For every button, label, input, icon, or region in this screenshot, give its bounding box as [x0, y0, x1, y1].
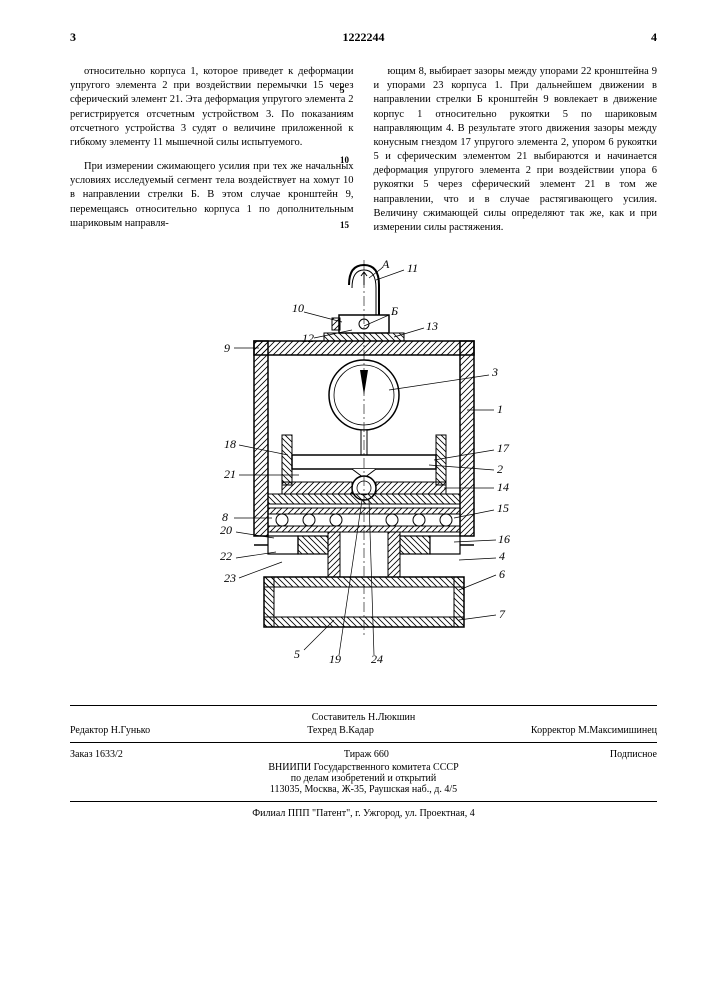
- techred-label: Техред: [307, 725, 336, 736]
- callout-23: 23: [224, 571, 236, 585]
- branch-text: Филиал ППП "Патент", г. Ужгород, ул. Про…: [252, 808, 474, 819]
- marker-10: 10: [340, 155, 349, 165]
- page-num-left: 3: [70, 30, 76, 45]
- techred-name: В.Кадар: [339, 725, 374, 736]
- callout-19: 19: [329, 652, 341, 666]
- figure-area: 11 A 10 Б 12 13 9 3 1 18 17 2 21 14 8 15…: [70, 260, 657, 690]
- corrector-name: М.Максимишинец: [578, 725, 657, 736]
- callout-B: Б: [390, 304, 398, 318]
- marker-5: 5: [340, 85, 345, 95]
- org-line1: ВНИИПИ Государственного комитета СССР: [70, 762, 657, 773]
- editor-label: Редактор: [70, 725, 108, 736]
- callout-A: A: [381, 260, 390, 271]
- technical-drawing: 11 A 10 Б 12 13 9 3 1 18 17 2 21 14 8 15…: [164, 260, 564, 690]
- callout-21: 21: [224, 467, 236, 481]
- left-column: относительно корпуса 1, которое приведет…: [70, 65, 354, 245]
- callout-8: 8: [222, 510, 228, 524]
- branch-line: Филиал ППП "Патент", г. Ужгород, ул. Про…: [70, 801, 657, 819]
- callout-2: 2: [497, 462, 503, 476]
- callout-24: 24: [371, 652, 383, 666]
- callout-3: 3: [491, 365, 498, 379]
- callout-4: 4: [499, 549, 505, 563]
- corrector-label: Корректор: [531, 725, 576, 736]
- callout-10: 10: [292, 301, 304, 315]
- callout-9: 9: [224, 341, 230, 355]
- footer-block: Заказ 1633/2 Тираж 660 Подписное ВНИИПИ …: [70, 742, 657, 795]
- left-p2: При измерении сжимающего усилия при тех …: [70, 160, 354, 231]
- callout-17: 17: [497, 441, 510, 455]
- callout-1: 1: [497, 402, 503, 416]
- callout-11: 11: [407, 261, 418, 275]
- page-header: 3 1222244 4: [70, 30, 657, 45]
- callout-18: 18: [224, 437, 236, 451]
- callout-7: 7: [499, 607, 506, 621]
- compiler-name: Н.Люкшин: [368, 712, 415, 723]
- callout-13: 13: [426, 319, 438, 333]
- text-columns: относительно корпуса 1, которое приведет…: [70, 65, 657, 245]
- org-address: 113035, Москва, Ж-35, Раушская наб., д. …: [70, 784, 657, 795]
- page-num-right: 4: [651, 30, 657, 45]
- org-line2: по делам изобретений и открытий: [70, 773, 657, 784]
- subscription: Подписное: [610, 749, 657, 760]
- credits-block: Составитель Н.Люкшин Редактор Н.Гунько Т…: [70, 705, 657, 736]
- doc-number: 1222244: [343, 30, 385, 45]
- left-p1: относительно корпуса 1, которое приведет…: [70, 65, 354, 150]
- order-number: Заказ 1633/2: [70, 749, 123, 760]
- callout-12: 12: [302, 331, 314, 345]
- callout-22: 22: [220, 549, 232, 563]
- callout-16: 16: [498, 532, 510, 546]
- right-column: ющим 8, выбирает зазоры между упорами 22…: [374, 65, 658, 245]
- tirage: Тираж 660: [344, 749, 389, 760]
- callout-15: 15: [497, 501, 509, 515]
- compiler-label: Составитель: [312, 712, 366, 723]
- marker-15: 15: [340, 220, 349, 230]
- editor-name: Н.Гунько: [111, 725, 150, 736]
- callout-6: 6: [499, 567, 505, 581]
- right-p1: ющим 8, выбирает зазоры между упорами 22…: [374, 65, 658, 235]
- callout-14: 14: [497, 480, 509, 494]
- page: 3 1222244 4 относительно корпуса 1, кото…: [0, 0, 707, 1000]
- callout-20: 20: [220, 523, 232, 537]
- callout-5: 5: [294, 647, 300, 661]
